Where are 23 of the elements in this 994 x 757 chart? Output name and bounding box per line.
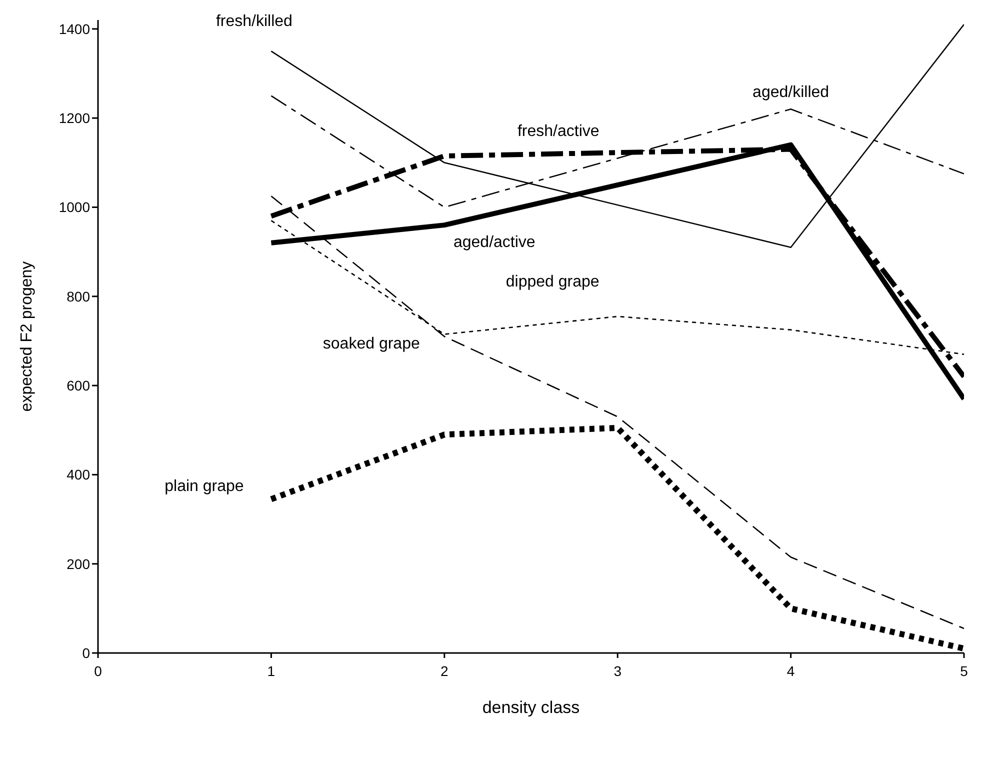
series-label: soaked grape [322,336,420,352]
series-label: fresh/killed [216,13,292,30]
y-tick-label: 200 [66,556,90,572]
series-label: dipped grape [506,273,600,290]
series-label: aged/active [453,234,536,252]
x-tick-label: 3 [614,662,622,679]
y-tick-label: 0 [82,644,90,661]
x-tick-label: 1 [267,662,276,679]
series-label: fresh/active [517,122,600,140]
x-tick-label: 4 [786,662,795,679]
series-label: aged/killed [752,84,830,102]
x-tick-label: 2 [440,662,448,679]
x-tick-label: 5 [960,662,968,679]
y-tick-label: 1200 [58,110,90,126]
x-tick-label: 0 [94,662,102,679]
y-tick-label: 1000 [58,199,90,216]
series-label: plain grape [164,478,244,496]
y-tick-label: 800 [66,288,90,304]
x-axis-title: density class [482,698,580,717]
y-tick-label: 600 [66,378,90,394]
y-tick-label: 1400 [58,20,90,37]
y-axis-title: expected F2 progeny [18,261,36,412]
y-tick-label: 400 [66,466,90,483]
